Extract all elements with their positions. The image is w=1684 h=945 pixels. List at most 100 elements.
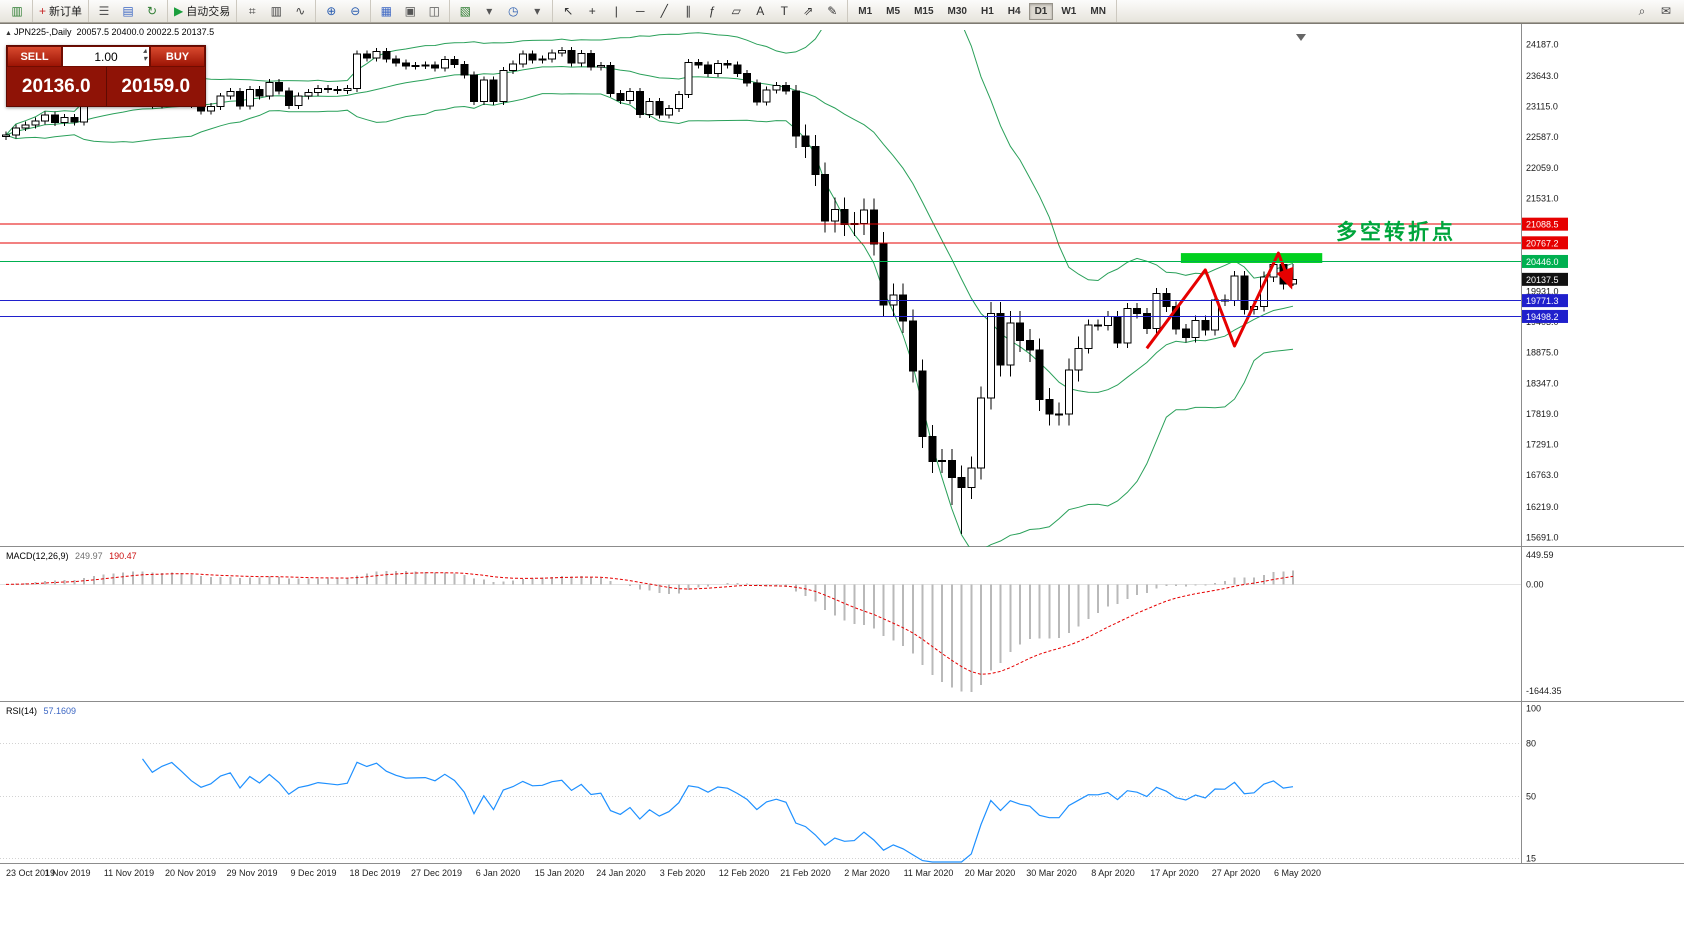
volume-down-arrow[interactable]: ▾ [142,54,147,63]
trendline-icon[interactable]: ╱ [660,4,668,18]
app-chart-icon[interactable]: ▥ [11,4,23,18]
candle-body [1035,349,1044,401]
channel-icon[interactable]: ∥ [685,4,692,18]
candle-body [518,53,527,65]
macd-axis-tick: 449.59 [1526,550,1554,560]
candle-body [577,52,586,64]
candle-body [723,62,732,66]
x-axis-label: 17 Apr 2020 [1150,868,1199,878]
candle-body [986,313,995,399]
rsi-value: 57.1609 [43,706,77,716]
fibonacci-icon[interactable]: ƒ [708,4,716,18]
price-label-text: 20137.5 [1526,275,1559,285]
main-pane [2,30,1323,547]
buy-price[interactable]: 20159.0 [121,75,191,97]
timeframe-m15-button[interactable]: M15 [914,5,934,17]
feedback-icon[interactable]: ✉ [1660,4,1672,18]
line-chart-icon[interactable]: ∿ [295,4,306,18]
timeframe-w1-button[interactable]: W1 [1061,5,1077,17]
timeframe-d1-button[interactable]: D1 [1028,2,1054,20]
volume-up-arrow[interactable]: ▴ [142,46,147,55]
arrows-icon[interactable]: ⇗ [803,4,814,18]
candle-body [1064,369,1073,415]
candle-body [752,82,761,103]
candle-body [11,127,20,136]
chart-profiles-dropdown-icon[interactable]: ▾ [486,4,493,18]
x-axis-label: 20 Nov 2019 [165,868,216,878]
tile-windows-icon[interactable]: ▦ [380,4,392,18]
candle-body [899,294,907,322]
horizontal-line-icon[interactable]: ─ [635,4,645,18]
chart-window: 24187.0 23643.0 23115.0 22587.0 22059.0 21531… [0,23,1684,945]
zoom-out-icon[interactable]: ⊖ [350,4,361,18]
new-chart-icon[interactable]: ▧ [459,4,471,18]
rsi-name: RSI(14) [6,706,38,716]
candle-body [1201,319,1210,331]
candle-body [1113,315,1122,344]
annotation-note[interactable]: 多空转折点 [1336,221,1456,244]
cascade-windows-icon[interactable]: ▣ [404,4,416,18]
candle-body [557,49,566,54]
chart-collapse-icon[interactable]: ▲ [5,30,12,37]
chart-shift-marker[interactable] [1296,34,1306,41]
candle-body [362,53,371,59]
candle-body [1016,322,1024,341]
zoom-in-icon[interactable]: ⊕ [326,4,337,18]
candle-body [928,435,937,462]
bar-chart-icon[interactable]: ⌗ [248,4,256,18]
candle-body [206,106,215,112]
y-axis-tick: 24187.0 [1526,39,1559,49]
y-axis-tick: 17819.0 [1526,409,1559,419]
candle-body [957,476,966,488]
candle-body [772,84,781,91]
candle-body [401,62,410,67]
rsi-axis-tick: 80 [1526,739,1536,749]
sell-price[interactable]: 20136.0 [7,67,107,106]
vertical-line-icon[interactable]: | [614,4,618,18]
periods-icon[interactable]: ◷ [508,4,519,18]
volume-input[interactable]: 1.00 ▴ ▾ [62,46,150,67]
zigzag-arrow-annotation[interactable] [1145,251,1294,350]
price-chart[interactable]: 24187.0 23643.0 23115.0 22587.0 22059.0 21531… [0,24,1684,945]
crosshair-icon[interactable]: + [588,4,596,18]
refresh-icon[interactable]: ↻ [146,4,158,18]
arrange-windows-icon[interactable]: ◫ [428,4,440,18]
toolbar-group: ▧ ▾ ◷ ▾ [450,0,554,22]
candle-body [704,64,712,74]
candle-body [489,79,498,102]
toolbar-group: ⌗ ▥ ∿ [237,0,317,22]
text-icon[interactable]: A [756,4,765,18]
rsi-axis-tick: 15 [1526,853,1536,863]
search-icon[interactable]: ⌕ [1638,4,1646,18]
x-axis-label: 23 Oct 2019 [6,868,55,878]
edit-icon[interactable]: ✎ [827,4,838,18]
buy-button[interactable]: BUY [150,46,205,67]
candle-body [499,69,508,102]
candle-body [382,50,391,60]
highlight-rectangle[interactable] [1180,253,1323,263]
timeframe-m5-button[interactable]: M5 [886,5,901,17]
candle-body [821,173,829,222]
timeframe-m30-button[interactable]: M30 [947,5,967,17]
profiles-icon[interactable]: ▤ [122,4,134,18]
candlestick-icon[interactable]: ▥ [270,4,282,18]
experts-icon[interactable]: ☰ [98,4,110,18]
text-label-icon[interactable]: T [780,4,788,18]
timeframe-mn-button[interactable]: MN [1090,5,1106,17]
x-axis-label: 27 Apr 2020 [1212,868,1261,878]
cursor-icon[interactable]: ↖ [563,4,574,18]
timeframe-h1-button[interactable]: H1 [980,5,994,17]
templates-dropdown-icon[interactable]: ▾ [534,4,541,18]
new-order-button[interactable]: + 新订单 [39,4,83,18]
x-axis-label: 15 Jan 2020 [535,868,585,878]
shapes-icon[interactable]: ▱ [731,4,741,18]
candle-body [255,89,264,97]
autotrading-button[interactable]: ▶ 自动交易 [174,4,231,18]
x-axis-label: 20 Mar 2020 [965,868,1016,878]
sell-button[interactable]: SELL [7,46,62,67]
candle-body [538,58,547,61]
timeframe-m1-button[interactable]: M1 [858,5,873,17]
timeframe-h4-button[interactable]: H4 [1007,5,1021,17]
candle-body [314,87,322,94]
candle-body [733,64,742,74]
